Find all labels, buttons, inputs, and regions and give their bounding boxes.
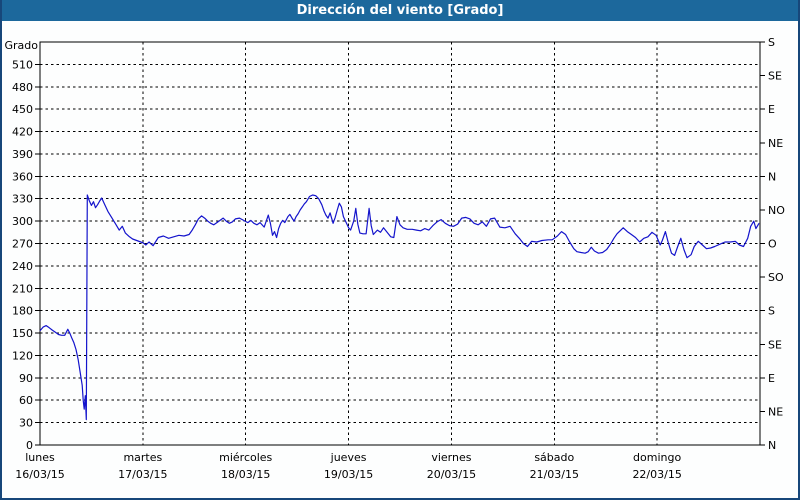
y-axis-title: Grado [5,39,39,52]
x-axis-day-label: jueves [330,451,367,464]
y-axis-tick-label: 480 [12,81,33,94]
x-axis-date-label: 21/03/15 [530,468,579,481]
y-axis-tick-label: 0 [26,439,33,452]
y-axis-tick-label: 120 [12,349,33,362]
compass-tick-label: N [768,170,776,183]
y-axis-tick-label: 60 [19,394,33,407]
x-axis-date-label: 20/03/15 [427,468,476,481]
chart-title: Dirección del viento [Grado] [296,3,504,18]
y-axis-tick-label: 150 [12,327,33,340]
x-axis-day-label: sábado [534,451,574,464]
x-axis-day-label: miércoles [219,451,272,464]
y-axis-tick-label: 90 [19,372,33,385]
y-axis-tick-label: 420 [12,126,33,139]
y-axis-tick-label: 240 [12,260,33,273]
compass-tick-label: E [768,103,775,116]
y-axis-tick-label: 450 [12,103,33,116]
x-axis-date-label: 16/03/15 [15,468,64,481]
chart-canvas: 5104804504203903603303002702402101801501… [5,36,786,481]
compass-tick-label: SE [768,338,782,351]
x-axis-day-label: viernes [431,451,471,464]
compass-tick-label: NE [768,405,783,418]
x-axis-date-label: 17/03/15 [118,468,167,481]
x-axis-date-label: 18/03/15 [221,468,270,481]
wind-direction-line [39,194,760,421]
compass-tick-label: E [768,372,775,385]
y-axis-tick-label: 300 [12,215,33,228]
compass-tick-label: S [768,36,775,49]
y-axis-tick-label: 30 [19,417,33,430]
y-axis-tick-label: 270 [12,238,33,251]
compass-tick-label: SO [768,271,784,284]
compass-tick-label: N [768,439,776,452]
compass-tick-label: S [768,305,775,318]
y-axis-tick-label: 390 [12,148,33,161]
y-axis-tick-label: 210 [12,282,33,295]
y-axis-tick-label: 180 [12,305,33,318]
x-axis-day-label: lunes [25,451,55,464]
y-axis-tick-label: 330 [12,193,33,206]
x-axis-date-label: 22/03/15 [632,468,681,481]
y-axis-tick-label: 510 [12,58,33,71]
x-axis-day-label: domingo [633,451,681,464]
compass-tick-label: NO [768,204,785,217]
compass-tick-label: NE [768,137,783,150]
x-axis-day-label: martes [123,451,162,464]
x-axis-date-label: 19/03/15 [324,468,373,481]
title-bar: Dirección del viento [Grado] [2,0,798,21]
y-axis-tick-label: 360 [12,170,33,183]
compass-tick-label: O [768,238,777,251]
compass-tick-label: SE [768,70,782,83]
